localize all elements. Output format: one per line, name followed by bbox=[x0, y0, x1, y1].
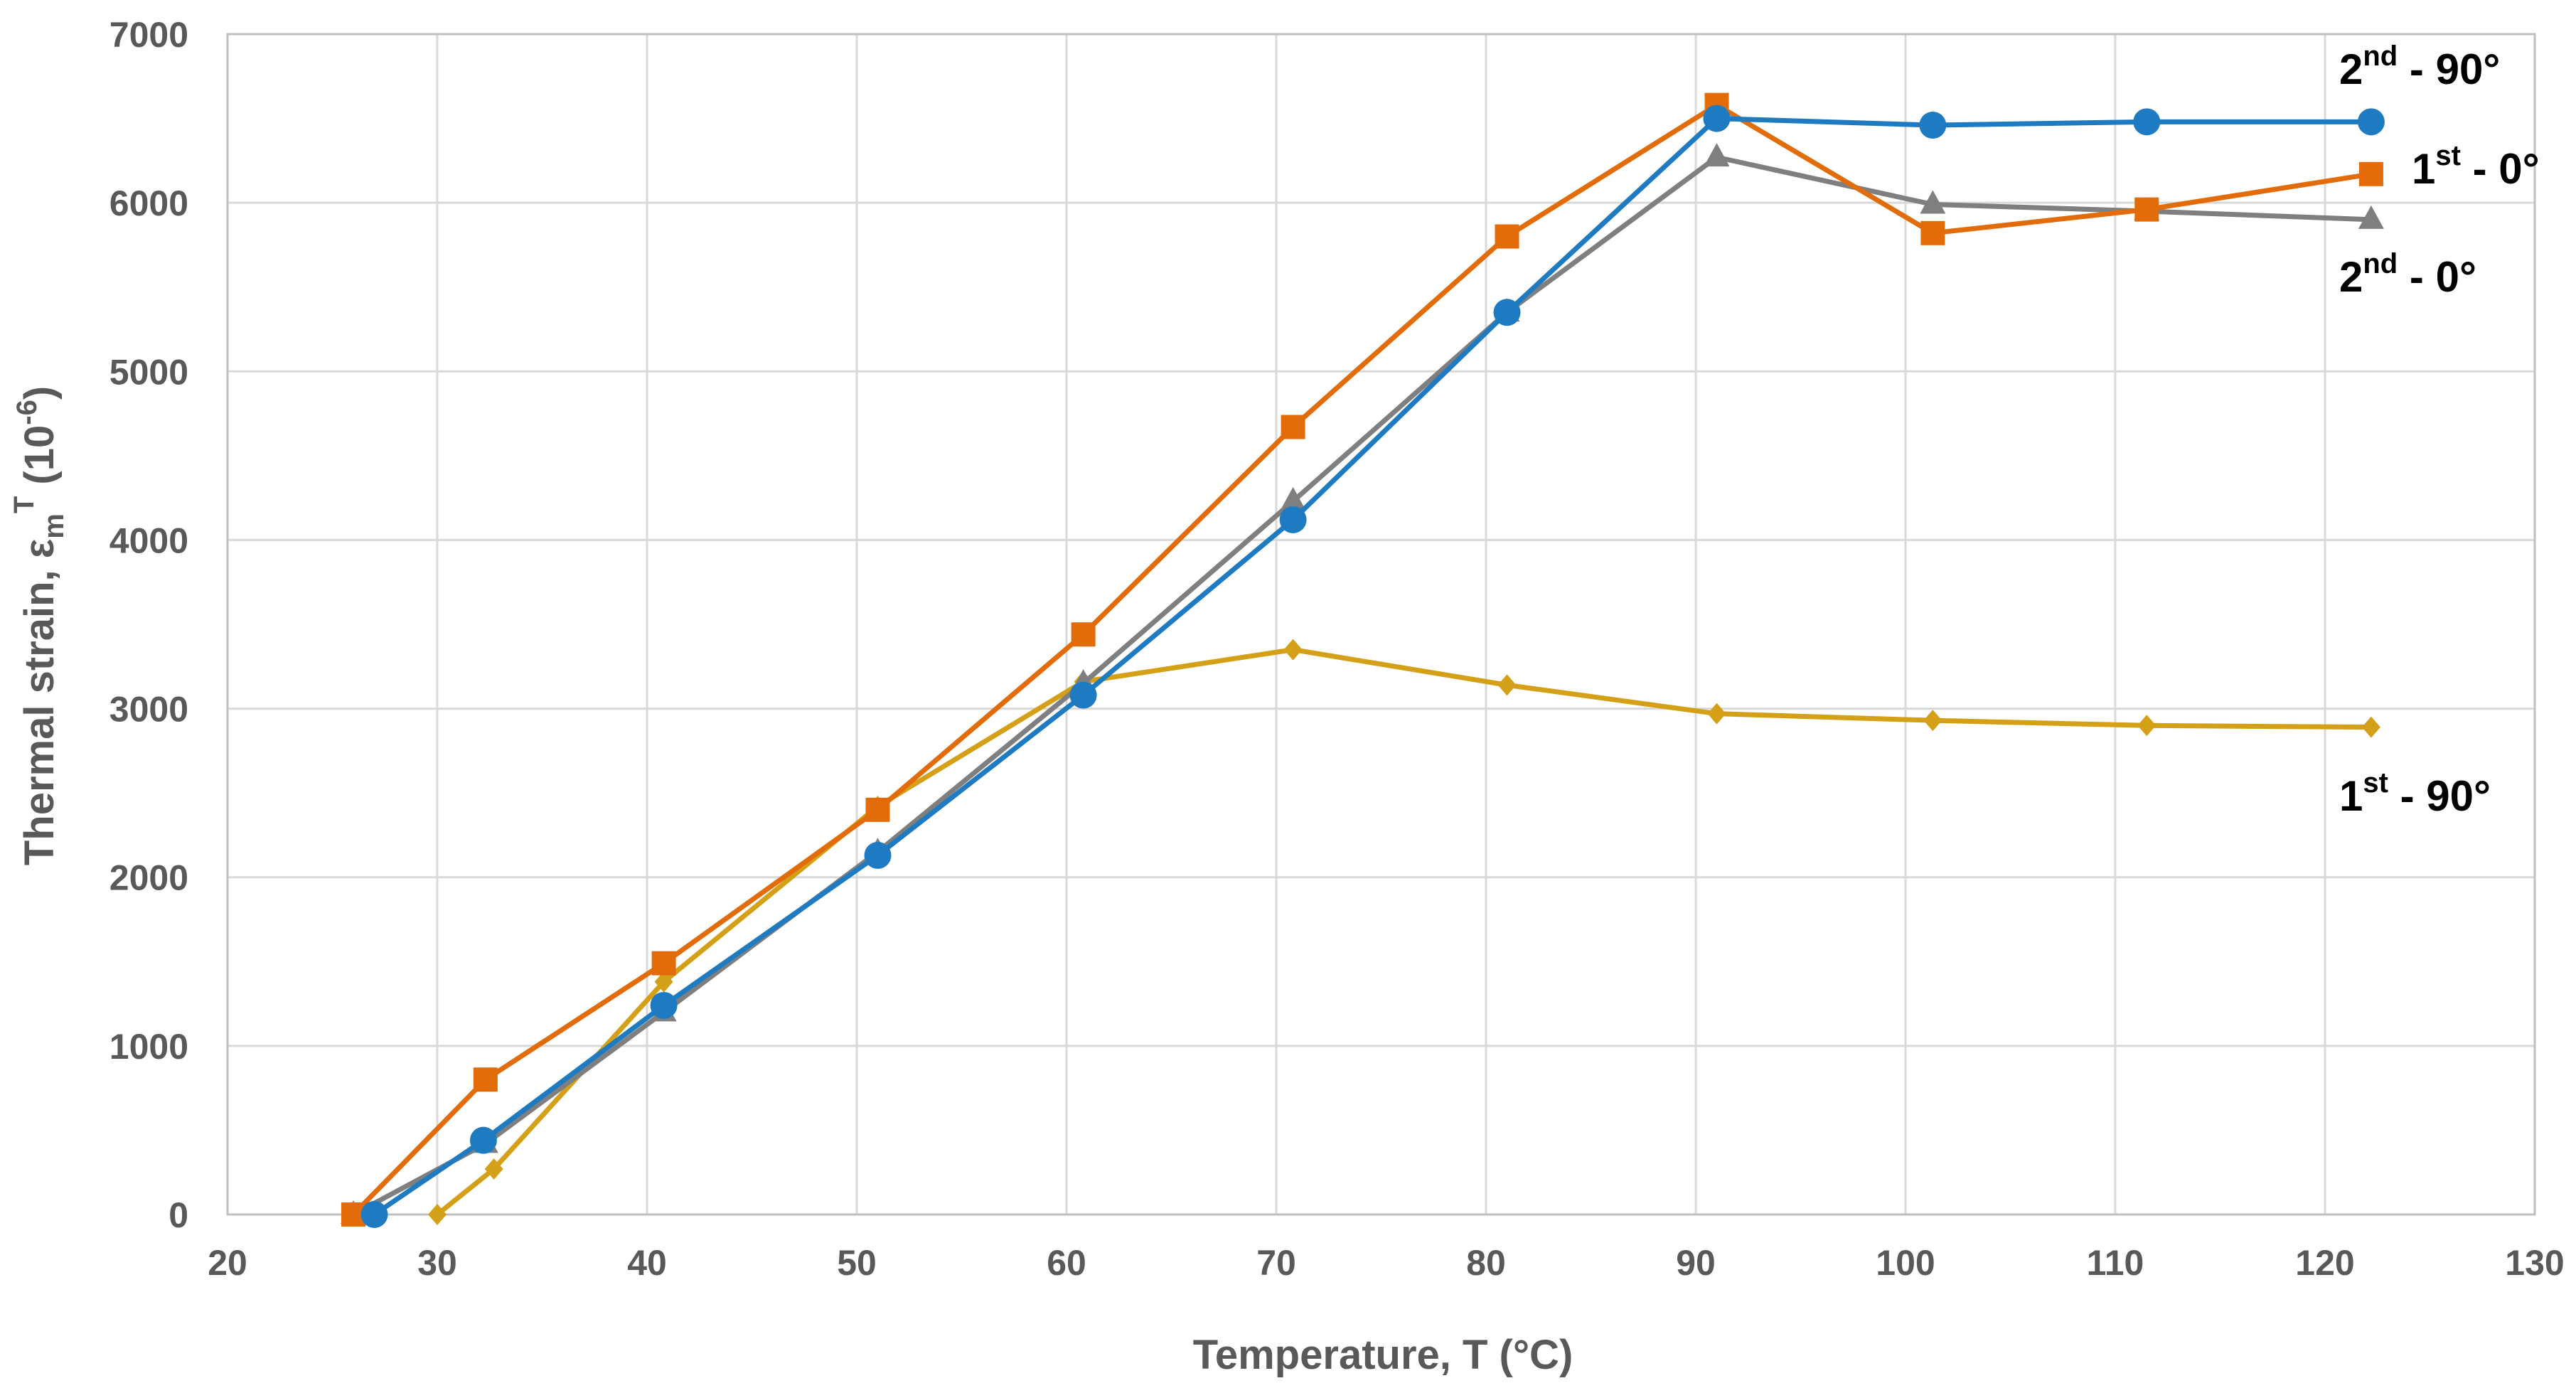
data-point-diamond bbox=[1283, 639, 1303, 661]
x-tick-label: 50 bbox=[837, 1243, 877, 1283]
x-tick-label: 70 bbox=[1256, 1243, 1296, 1283]
x-axis-title: Temperature, T (°C) bbox=[1193, 1332, 1573, 1378]
data-point-circle bbox=[864, 841, 892, 869]
x-tick-label: 80 bbox=[1466, 1243, 1506, 1283]
data-point-circle bbox=[1493, 299, 1521, 326]
data-point-circle bbox=[1279, 506, 1307, 533]
y-axis-title-superscript: T bbox=[9, 496, 40, 513]
data-point-diamond bbox=[654, 971, 673, 993]
series-label-superscript: st bbox=[2435, 140, 2461, 171]
data-point-triangle bbox=[1704, 143, 1730, 167]
data-point-square bbox=[1071, 622, 1096, 647]
series-label-superscript: nd bbox=[2363, 41, 2398, 72]
series-label-superscript: st bbox=[2363, 767, 2388, 799]
data-point-square bbox=[1281, 415, 1305, 439]
y-tick-label: 7000 bbox=[109, 15, 188, 55]
data-point-triangle bbox=[1280, 486, 1306, 511]
x-tick-label: 100 bbox=[1876, 1243, 1935, 1283]
data-point-circle bbox=[469, 1126, 497, 1154]
y-axis-title-subscript: m bbox=[38, 513, 70, 539]
data-point-diamond bbox=[1923, 710, 1942, 732]
data-point-circle bbox=[1919, 112, 1947, 139]
y-axis-title-unit-open: (10 bbox=[16, 425, 63, 496]
series-label-superscript: nd bbox=[2363, 248, 2398, 279]
series-group bbox=[341, 92, 2385, 1228]
x-tick-label: 20 bbox=[208, 1243, 247, 1283]
series-label-base: 1 bbox=[2339, 772, 2363, 820]
data-point-square bbox=[1920, 220, 1945, 245]
data-point-triangle bbox=[2358, 205, 2384, 229]
y-axis-title-prefix: Thermal strain, ε bbox=[16, 539, 63, 865]
data-point-square bbox=[1495, 224, 1519, 249]
data-point-diamond bbox=[1707, 703, 1726, 725]
y-tick-label: 6000 bbox=[109, 183, 188, 223]
data-point-square bbox=[473, 1067, 498, 1092]
y-tick-label: 4000 bbox=[109, 520, 188, 560]
data-point-square bbox=[865, 797, 890, 822]
axes: 20 30 40 50 60 70 80 90 100 110 120 130 0 1000 2000 300… bbox=[109, 15, 2565, 1283]
x-tick-label: 30 bbox=[417, 1243, 457, 1283]
series-label-rest: - 90° bbox=[2388, 772, 2491, 820]
y-axis-title-unit-exp: -6 bbox=[11, 400, 43, 425]
y-axis-title: Thermal strain, εmT (10-6) bbox=[9, 386, 70, 865]
data-point-circle bbox=[2133, 108, 2161, 136]
data-point-diamond bbox=[1497, 674, 1517, 696]
y-tick-label: 2000 bbox=[109, 858, 188, 898]
data-point-square bbox=[2358, 161, 2383, 186]
series-label-rest: - 0° bbox=[2461, 145, 2540, 193]
series-label-rest: - 0° bbox=[2398, 253, 2476, 301]
data-point-diamond bbox=[428, 1204, 447, 1225]
y-axis-title-unit-close: ) bbox=[16, 386, 63, 400]
series-label-rest: - 90° bbox=[2398, 46, 2500, 93]
series-label-base: 2 bbox=[2339, 46, 2363, 93]
data-point-circle bbox=[1069, 681, 1097, 709]
data-point-square bbox=[2134, 197, 2159, 222]
y-tick-label: 3000 bbox=[109, 690, 188, 730]
x-tick-label: 40 bbox=[627, 1243, 667, 1283]
x-tick-label: 90 bbox=[1676, 1243, 1716, 1283]
y-tick-label: 1000 bbox=[109, 1027, 188, 1067]
x-tick-label: 60 bbox=[1047, 1243, 1086, 1283]
data-point-circle bbox=[360, 1201, 388, 1228]
x-tick-label: 110 bbox=[2087, 1243, 2144, 1283]
data-point-triangle bbox=[1920, 190, 1946, 214]
data-point-circle bbox=[650, 991, 678, 1019]
y-tick-label: 5000 bbox=[109, 352, 188, 392]
series-label-base: 1 bbox=[2412, 145, 2435, 193]
data-point-diamond bbox=[484, 1158, 503, 1180]
series-circle bbox=[360, 105, 2385, 1228]
data-point-diamond bbox=[2137, 715, 2157, 737]
x-tick-label: 120 bbox=[2295, 1243, 2354, 1283]
series-label: 1st - 0° bbox=[2412, 140, 2540, 193]
y-tick-label: 0 bbox=[169, 1195, 188, 1235]
data-point-diamond bbox=[2361, 716, 2380, 738]
series-label: 2nd - 0° bbox=[2339, 248, 2476, 301]
plot-area-border bbox=[226, 33, 2536, 1216]
series-label: 2nd - 90° bbox=[2339, 41, 2500, 93]
series-label-base: 2 bbox=[2339, 253, 2363, 301]
data-point-square bbox=[651, 951, 676, 976]
data-point-circle bbox=[2357, 108, 2385, 136]
data-point-circle bbox=[1703, 105, 1731, 132]
x-tick-label: 130 bbox=[2505, 1243, 2564, 1283]
series-labels: 1st - 90°2nd - 0°1st - 0°2nd - 90° bbox=[2339, 41, 2540, 820]
series-label: 1st - 90° bbox=[2339, 767, 2491, 820]
